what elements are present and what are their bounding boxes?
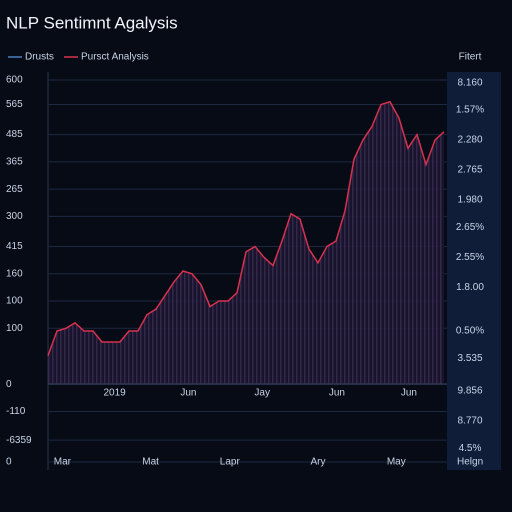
y2-tick-label: 3.535 — [457, 353, 482, 364]
y2-tick-label: 2.280 — [457, 135, 482, 146]
y2-tick-label: 0.50% — [456, 326, 484, 337]
x-tick-label: Mat — [142, 457, 159, 468]
y2-tick-label: 4.5% — [459, 443, 482, 454]
y-tick-label: 0 — [6, 457, 12, 468]
x-sublabel: Jun — [401, 388, 417, 399]
y2-tick-label: 9.856 — [457, 386, 482, 397]
x-sublabel: 2019 — [103, 388, 126, 399]
y-tick-label: 485 — [6, 129, 23, 140]
line — [47, 100, 445, 356]
y-tick-label: 0 — [6, 379, 12, 390]
y-tick-label: 365 — [6, 156, 23, 167]
y-tick-label: 100 — [6, 296, 23, 307]
y2-tick-label: 2.765 — [457, 165, 482, 176]
x-tick-label: Ary — [311, 457, 326, 468]
x-tick-label: May — [387, 457, 406, 468]
y-tick-label: 300 — [6, 211, 23, 222]
y-tick-label: 265 — [6, 184, 23, 195]
y-tick-label: -110 — [6, 406, 26, 417]
y-tick-label: 600 — [6, 75, 23, 86]
y2-tick-label: 8.160 — [457, 77, 482, 88]
area — [48, 101, 444, 384]
y2-tick-label: 8.770 — [457, 416, 482, 427]
y2-tick-label: 2.55% — [456, 252, 484, 263]
right-panel — [447, 72, 501, 470]
y-tick-label: 565 — [6, 99, 23, 110]
y-tick-label: 160 — [6, 268, 23, 279]
y-tick-label: 100 — [6, 323, 23, 334]
y2-tick-label: 1.8.00 — [456, 282, 484, 293]
x-sublabel: Jay — [254, 388, 270, 399]
y2-tick-label: 1.980 — [457, 195, 482, 206]
x-tick-label: Helgn — [457, 457, 483, 468]
legend-label: Drusts — [25, 52, 54, 63]
y2-tick-label: 1.57% — [456, 105, 484, 116]
x-tick-label: Lapr — [220, 457, 241, 468]
x-sublabel: Jun — [180, 388, 196, 399]
y2-tick-label: 2.65% — [456, 222, 484, 233]
chart-title: NLP Sentimnt Agalysis — [6, 13, 178, 32]
right-header: Fitert — [459, 52, 482, 63]
y-tick-label: 415 — [6, 241, 23, 252]
legend-label: Pursct Analysis — [81, 52, 149, 63]
x-tick-label: Mar — [54, 457, 72, 468]
x-sublabel: Jun — [329, 388, 345, 399]
y-tick-label: -6359 — [6, 435, 32, 446]
